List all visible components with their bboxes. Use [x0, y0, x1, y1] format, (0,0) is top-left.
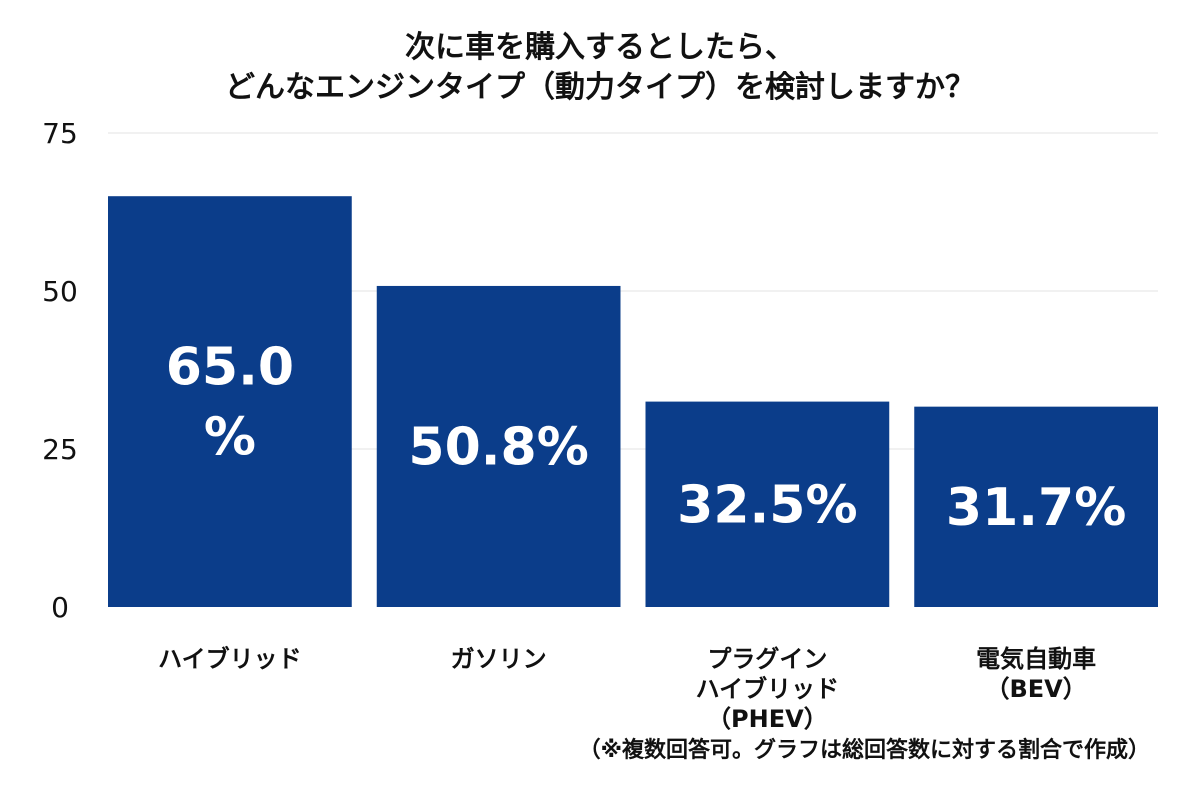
y-tick-label: 75 [42, 117, 78, 150]
data-label-2: 50.8% [408, 417, 588, 477]
data-label-3: 32.5% [677, 475, 857, 535]
footnote: （※複数回答可。グラフは総回答数に対する割合で作成） [578, 738, 1150, 763]
chart-title-line-2: どんなエンジンタイプ（動力タイプ）を検討しますか？ [225, 70, 975, 105]
x-tick-label-2: ガソリン [451, 645, 547, 673]
y-tick-label: 0 [51, 591, 69, 624]
data-label-4: 31.7% [946, 478, 1126, 538]
x-tick-label-4: 電気自動車 [976, 645, 1096, 673]
x-tick-label-4: （BEV） [985, 675, 1086, 703]
bar-4 [914, 406, 1158, 607]
bar-2 [376, 285, 621, 607]
y-tick-label: 50 [42, 275, 78, 308]
y-axis-ticks: 0 25 50 75 [42, 117, 78, 624]
y-tick-label: 25 [42, 433, 78, 466]
chart-title-line-1: 次に車を購入するとしたら、 [405, 30, 795, 65]
data-labels: 65.0% 50.8% 32.5% 31.7% [166, 338, 1127, 538]
bar-1 [108, 196, 352, 607]
x-tick-label-1: ハイブリッド [158, 645, 302, 673]
data-label-1: 65.0 [166, 338, 294, 398]
bars [108, 196, 1158, 607]
x-tick-label-3: プラグイン [707, 645, 827, 673]
x-tick-label-3: ハイブリッド [696, 675, 840, 703]
x-tick-label-3: （PHEV） [707, 705, 828, 733]
chart-title: 次に車を購入するとしたら、 どんなエンジンタイプ（動力タイプ）を検討しますか？ [0, 28, 1200, 108]
bar-3 [645, 401, 890, 607]
data-label-1: % [204, 408, 256, 468]
